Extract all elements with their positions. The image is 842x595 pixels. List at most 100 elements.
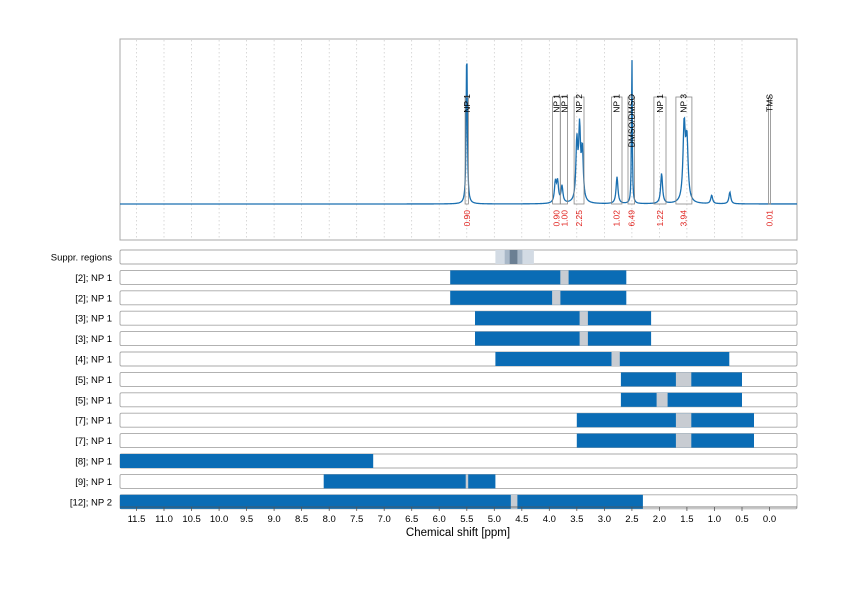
- x-tick-label: 6.5: [405, 514, 418, 525]
- region-rows-panel: Suppr. regions [2]; NP 1 [2]; NP 1 [3]; NP …: [51, 249, 798, 510]
- row-frame: [119, 331, 798, 347]
- annotation-box: [559, 96, 568, 205]
- range-bar: [323, 474, 496, 489]
- range-marker: [675, 433, 692, 448]
- x-tick-label: 5.5: [460, 514, 473, 525]
- x-tick-label: 1.0: [708, 514, 721, 525]
- row-label: [2]; NP 1: [75, 293, 112, 304]
- peak-annotation: NP 2 2.25: [573, 94, 585, 227]
- range-bar: [576, 433, 754, 448]
- range-marker: [611, 352, 620, 366]
- annotation-label: NP 1: [655, 94, 665, 113]
- x-tick-label: 3.0: [598, 514, 611, 525]
- annotation-box: [573, 96, 585, 205]
- row-label: [3]; NP 1: [75, 314, 112, 325]
- spectrum-frame: [119, 38, 798, 241]
- x-tick-label: 10.0: [210, 514, 229, 525]
- x-axis: 11.5 11.0 10.5 10.0 9.5 9.0 8.5 8.0 7.5 7.0 6.5 6.0…: [120, 506, 797, 525]
- annotation-label: NP 1: [612, 94, 622, 113]
- x-tick-label: 7.5: [350, 514, 363, 525]
- range-bar: [120, 454, 374, 468]
- region-row: [2]; NP 1: [75, 290, 798, 306]
- range-bar: [475, 331, 652, 346]
- peak-annotation: NP 1 1.02: [611, 94, 623, 227]
- region-row: [5]; NP 1: [75, 371, 798, 387]
- x-tick-label: 5.0: [488, 514, 501, 525]
- x-tick-label: 3.5: [570, 514, 583, 525]
- row-label: [8]; NP 1: [75, 457, 112, 468]
- range-marker: [675, 372, 692, 387]
- range-bar: [620, 392, 742, 407]
- range-marker: [675, 413, 692, 428]
- annotation-box: [768, 96, 772, 205]
- x-tick-label: 9.0: [267, 514, 280, 525]
- x-tick-label: 2.0: [653, 514, 666, 525]
- row-label: [7]; NP 1: [75, 416, 112, 427]
- peak-annotation: NP 1 0.90: [462, 94, 472, 227]
- x-tick-label: 2.5: [625, 514, 638, 525]
- integral-label: 0.90: [552, 210, 562, 227]
- integral-label: 1.02: [612, 210, 622, 227]
- region-row: Suppr. regions: [51, 249, 798, 265]
- peak-annotation: TMS 0.01: [765, 94, 775, 227]
- spectrum-trace: [120, 60, 797, 205]
- annotation-box: [675, 96, 693, 205]
- row-frame: [119, 310, 798, 326]
- integral-label: 1.00: [560, 210, 570, 227]
- range-marker: [579, 331, 588, 346]
- region-row: [5]; NP 1: [75, 392, 798, 408]
- region-row: [7]; NP 1: [75, 433, 798, 449]
- range-bar: [576, 413, 754, 428]
- integral-label: 0.01: [765, 210, 775, 227]
- integral-label: 0.90: [462, 210, 472, 227]
- row-label: [4]; NP 1: [75, 355, 112, 366]
- annotation-label: NP 1: [560, 94, 570, 113]
- x-tick-label: 4.0: [543, 514, 556, 525]
- row-label: [12]; NP 2: [70, 497, 112, 508]
- x-tick-label: 8.0: [323, 514, 336, 525]
- range-marker: [560, 270, 569, 285]
- peak-annotation: NP 1 1.00: [560, 94, 570, 227]
- range-marker: [510, 494, 518, 509]
- row-label: [2]; NP 1: [75, 273, 112, 284]
- annotation-label: DMSO/DMSO: [626, 94, 636, 148]
- region-row: [3]; NP 1: [75, 331, 798, 347]
- x-tick-label: 0.0: [763, 514, 776, 525]
- annotation-box: [611, 96, 623, 205]
- range-bar: [475, 311, 652, 326]
- x-tick-label: 0.5: [735, 514, 748, 525]
- region-row: [2]; NP 1: [75, 269, 798, 285]
- range-marker: [465, 474, 469, 489]
- integral-label: 3.94: [679, 210, 689, 227]
- x-tick-label: 6.0: [433, 514, 446, 525]
- row-label: [5]; NP 1: [75, 395, 112, 406]
- spectrum-panel: NP 1 0.90 NP 1 0.90 NP 1 1.00 NP 2 2.25 NP 1 1.02…: [119, 38, 798, 241]
- row-label: [3]; NP 1: [75, 334, 112, 345]
- x-tick-label: 8.5: [295, 514, 308, 525]
- integral-label: 2.25: [574, 210, 584, 227]
- row-frame: [119, 249, 798, 265]
- x-tick-label: 10.5: [182, 514, 201, 525]
- range-marker: [656, 392, 668, 407]
- peak-annotation: DMSO/DMSO 6.49: [626, 94, 636, 227]
- range-bar: [450, 290, 627, 305]
- annotation-label: NP 1: [462, 94, 472, 113]
- annotation-box: [627, 96, 635, 205]
- region-row: [8]; NP 1: [75, 453, 798, 469]
- region-row: [7]; NP 1: [75, 412, 798, 428]
- x-tick-label: 4.5: [515, 514, 528, 525]
- integral-label: 6.49: [626, 210, 636, 227]
- integral-label: 1.22: [655, 210, 665, 227]
- row-label: [9]; NP 1: [75, 477, 112, 488]
- range-marker: [579, 311, 588, 326]
- range-marker: [552, 290, 561, 305]
- suppr-region-inner: [509, 250, 518, 264]
- region-row: [4]; NP 1: [75, 351, 798, 367]
- x-tick-label: 11.0: [155, 514, 173, 525]
- range-bar: [450, 270, 627, 285]
- annotation-label: NP 3: [679, 94, 689, 113]
- annotation-box: [653, 96, 667, 205]
- peak-annotation: NP 3 3.94: [675, 94, 693, 227]
- annotation-label: TMS: [765, 94, 775, 112]
